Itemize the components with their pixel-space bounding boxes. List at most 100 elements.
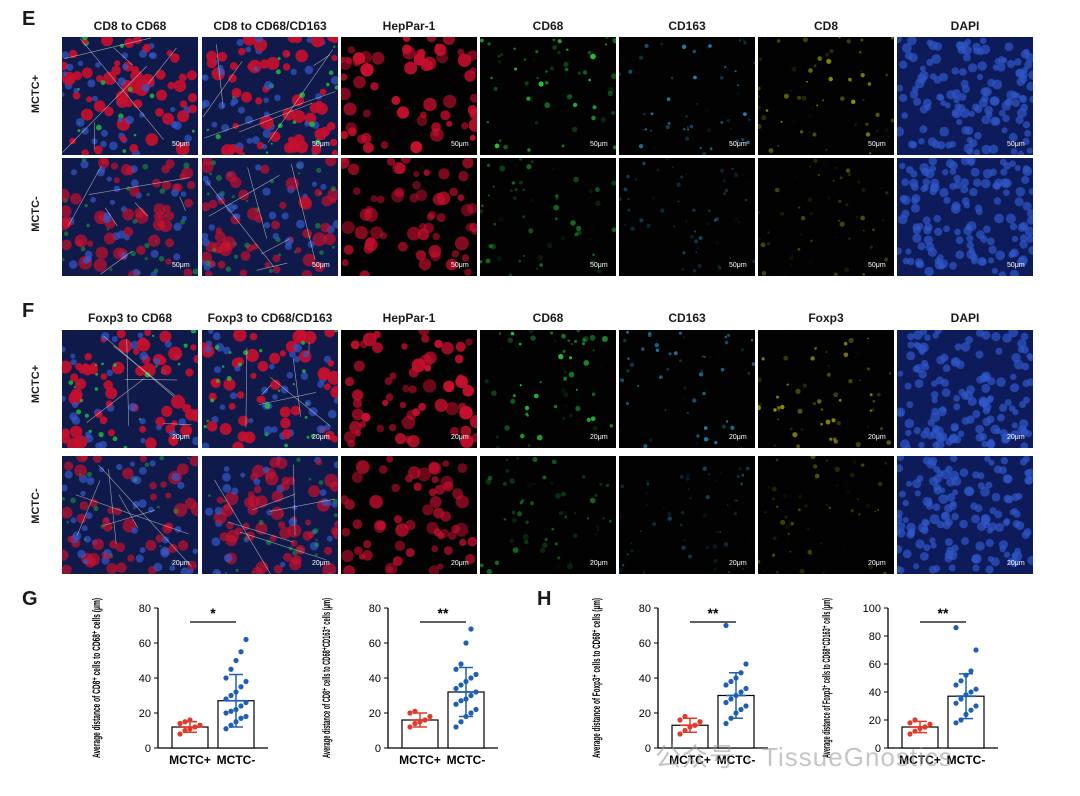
data-point [677,717,683,723]
scale-bar-label: 20μm [1007,560,1025,567]
data-point [473,671,479,678]
data-point [223,675,229,681]
scale-bar-label: 50μm [729,262,747,269]
data-point [453,666,459,672]
image-tile-f-r1-c6: 20μm [897,456,1033,574]
data-point [453,685,459,692]
col-label-f-0: Foxp3 to CD68 [87,311,172,325]
data-point [233,657,239,664]
y-tick-label: 40 [639,673,651,685]
data-point [468,710,474,716]
scale-bar-label: 20μm [172,560,190,567]
scale-bar-label: 20μm [729,560,747,567]
data-point [743,661,749,667]
scale-bar-label: 50μm [312,262,330,269]
watermark: 公众号 · TissueGnostics [655,742,953,772]
chart-cd8-to-cd68-cd163: Average distance of CD8⁺ cells to CD68⁺C… [321,598,498,767]
data-point [407,710,413,716]
col-label-e-4: CD163 [668,19,706,33]
data-point [968,689,974,695]
y-tick-label: 60 [869,659,881,671]
data-point [468,675,474,681]
col-label-e-6: DAPI [950,19,980,33]
y-tick-label: 0 [875,743,881,755]
image-tile-e-r0-c3: 50μm [480,37,616,155]
data-point [743,685,749,692]
y-tick-label: 20 [369,708,381,720]
panel-letter-e: E [22,8,36,30]
scale-bar-label: 50μm [172,141,190,148]
data-point [458,698,464,704]
data-point [953,720,959,726]
image-tile-e-r0-c1: 50μm [202,37,338,155]
data-point [473,706,479,713]
image-tile-f-r1-c1: 20μm [202,456,338,574]
data-point [907,731,913,737]
y-tick-label: 80 [869,631,881,643]
image-tile-e-r0-c2: 50μm [341,37,477,155]
y-tick-label: 60 [369,638,381,650]
data-point [973,703,979,709]
significance-label: * [210,605,216,621]
scale-bar-label: 50μm [590,262,608,269]
image-tile-e-r0-c0: 50μm [62,37,198,155]
data-point [973,686,979,692]
image-tile-e-r1-c2: 50μm [341,158,477,276]
chart-cd8-to-cd68: Average distance of CD8⁺ cells to CD68⁺ … [91,598,268,767]
data-point [228,708,234,714]
data-point [177,731,183,737]
data-point [228,692,234,699]
data-point [953,700,959,706]
image-tile-e-r1-c1: 50μm [202,158,338,276]
col-label-e-2: HepPar-1 [382,19,436,33]
significance-label: ** [938,605,949,621]
row-label-f-mctc-pos: MCTC+ [30,364,42,404]
y-tick-label: 40 [369,673,381,685]
image-tile-f-r0-c2: 20μm [341,330,477,448]
scale-bar-label: 50μm [1007,141,1025,148]
data-point [728,696,734,702]
y-tick-label: 60 [139,638,151,650]
panel-letter-f: F [22,300,35,322]
data-point [738,689,744,695]
data-point [177,720,183,727]
col-label-f-3: CD68 [532,311,564,325]
scale-bar-label: 20μm [1007,434,1025,441]
y-tick-label: 80 [139,603,151,615]
scale-bar-label: 20μm [729,434,747,441]
y-axis-label: Average distance of CD8⁺ cells to CD68⁺C… [321,598,333,758]
col-label-f-4: CD163 [668,311,706,325]
x-tick-label: MCTC+ [169,753,211,767]
data-point [238,649,244,655]
y-axis-label: Average distance of Foxp3⁺ cells to CD68… [821,598,833,758]
scale-bar-label: 20μm [312,434,330,441]
image-tile-f-r0-c5: 20μm [758,330,894,448]
scale-bar-label: 20μm [868,560,886,567]
data-point [723,699,729,706]
data-point [968,707,974,713]
image-tile-e-r0-c5: 50μm [758,37,894,155]
scale-bar-label: 50μm [868,262,886,269]
x-tick-label: MCTC- [717,753,756,767]
col-label-e-5: CD8 [813,19,838,33]
image-tile-e-r1-c5: 50μm [758,158,894,276]
panel-letter-g: G [22,588,38,610]
data-point [958,678,964,684]
significance-label: ** [438,605,449,621]
x-tick-label: MCTC+ [899,753,941,767]
scale-bar-label: 50μm [868,141,886,148]
data-point [968,668,974,674]
data-point [412,720,418,727]
image-tile-f-r0-c3: 20μm [480,330,616,448]
data-point [468,626,474,632]
image-tile-f-r0-c6: 20μm [897,330,1033,448]
data-point [407,724,413,730]
scale-bar-label: 50μm [451,141,469,148]
image-tile-e-r0-c6: 50μm [897,37,1033,155]
data-point [463,640,469,646]
y-tick-label: 0 [375,743,381,755]
x-tick-label: MCTC- [217,753,256,767]
col-label-f-1: Foxp3 to CD68/CD163 [207,311,333,325]
data-point [973,647,979,653]
y-axis-label: Average distance of CD8⁺ cells to CD68⁺ … [91,598,103,758]
